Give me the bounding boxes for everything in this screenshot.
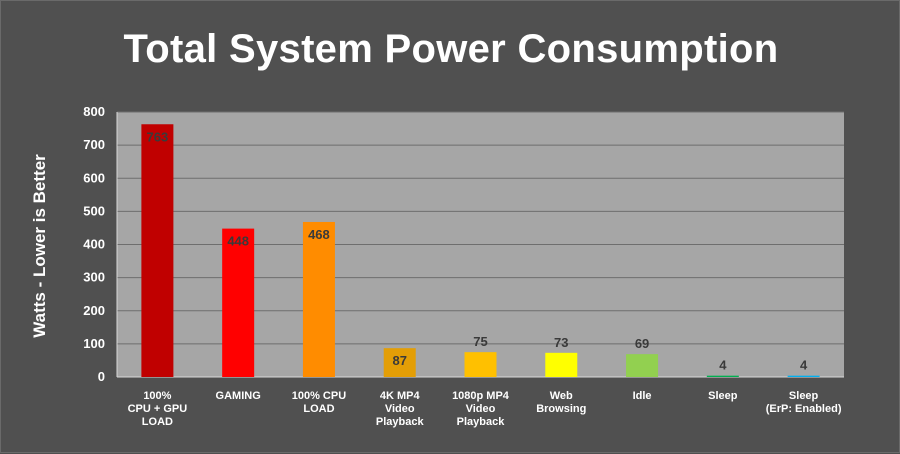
y-tick-label: 100 [83,336,105,351]
x-category-label: LOAD [142,416,173,428]
x-category-label: Video [385,403,415,415]
data-label: 468 [308,227,330,242]
data-label: 75 [473,334,487,349]
bar [464,352,497,377]
y-tick-label: 300 [83,270,105,285]
x-category-label: Idle [633,390,652,402]
chart-title: Total System Power Consumption [123,27,779,71]
x-category-label: 4K MP4 [380,390,421,402]
y-tick-label: 600 [83,170,105,185]
x-category-label: Browsing [536,403,586,415]
x-category-label: Sleep [789,390,819,402]
bar [302,221,335,377]
bar [787,375,820,377]
data-label: 69 [635,336,649,351]
x-category-label: LOAD [303,403,334,415]
y-tick-label: 0 [98,369,105,384]
x-category-label: Playback [457,416,506,428]
x-category-label: CPU + GPU [128,403,188,415]
bar [141,124,174,377]
x-category-label: Video [466,403,496,415]
bar [222,228,255,377]
y-tick-label: 700 [83,137,105,152]
bar [626,354,659,377]
y-tick-label: 200 [83,303,105,318]
x-category-label: Web [550,390,573,402]
data-label: 73 [554,335,568,350]
y-tick-label: 800 [83,104,105,119]
bar [545,352,578,377]
y-tick-label: 400 [83,237,105,252]
data-label: 4 [800,358,808,373]
x-category-label: 100% CPU [292,390,346,402]
data-label: 448 [227,234,249,249]
bar [706,375,739,377]
x-category-label: (ErP: Enabled) [766,403,842,415]
x-category-label: Playback [376,416,425,428]
x-category-label: GAMING [216,390,261,402]
data-label: 763 [147,129,169,144]
x-category-label: Sleep [708,390,738,402]
data-label: 87 [392,353,406,368]
x-category-label: 100% [143,390,171,402]
y-tick-label: 500 [83,203,105,218]
bar [383,348,416,377]
x-category-label: 1080p MP4 [452,390,510,402]
data-label: 4 [719,358,727,373]
